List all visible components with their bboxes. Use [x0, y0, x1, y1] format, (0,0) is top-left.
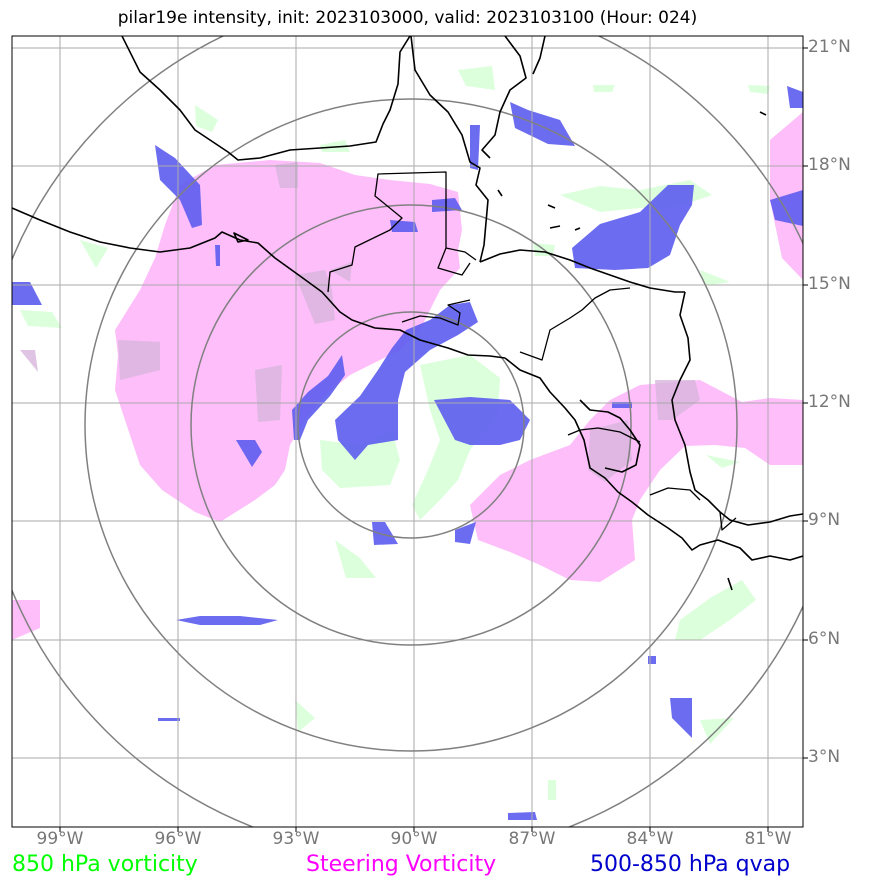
map-frame: [11, 35, 804, 828]
range-ring-1: [297, 311, 525, 539]
map-title: pilar19e intensity, init: 2023103000, va…: [117, 8, 698, 28]
lat-tick-label: 12°N: [808, 392, 851, 412]
lat-tick-label: 15°N: [808, 274, 851, 294]
lon-tick-label: 81°W: [744, 829, 792, 849]
lat-tick-label: 3°N: [808, 747, 841, 767]
legend-steering-vorticity: Steering Vorticity: [306, 852, 497, 877]
coastlines: [12, 36, 803, 591]
lat-tick-label: 9°N: [808, 510, 841, 530]
lon-tick-label: 96°W: [154, 829, 202, 849]
lat-tick-label: 18°N: [808, 155, 851, 175]
lon-tick-label: 87°W: [508, 829, 556, 849]
graticule: [12, 36, 803, 827]
range-rings: [12, 36, 803, 827]
country-borders: [327, 171, 737, 531]
steering-vorticity-fields: [12, 112, 803, 640]
range-ring-3: [84, 98, 738, 752]
range-ring-2: [190, 204, 632, 646]
lon-tick-label: 99°W: [36, 829, 84, 849]
lat-tick-label: 21°N: [808, 37, 851, 57]
lon-tick-label: 93°W: [272, 829, 320, 849]
tick-marks: [59, 47, 808, 832]
overlap-fields: [20, 162, 700, 482]
legend-850-vorticity: 850 hPa vorticity: [12, 852, 198, 877]
legend-qvap: 500-850 hPa qvap: [590, 852, 791, 877]
lon-tick-label: 90°W: [390, 829, 438, 849]
lon-tick-label: 84°W: [626, 829, 674, 849]
lat-tick-label: 6°N: [808, 629, 841, 649]
